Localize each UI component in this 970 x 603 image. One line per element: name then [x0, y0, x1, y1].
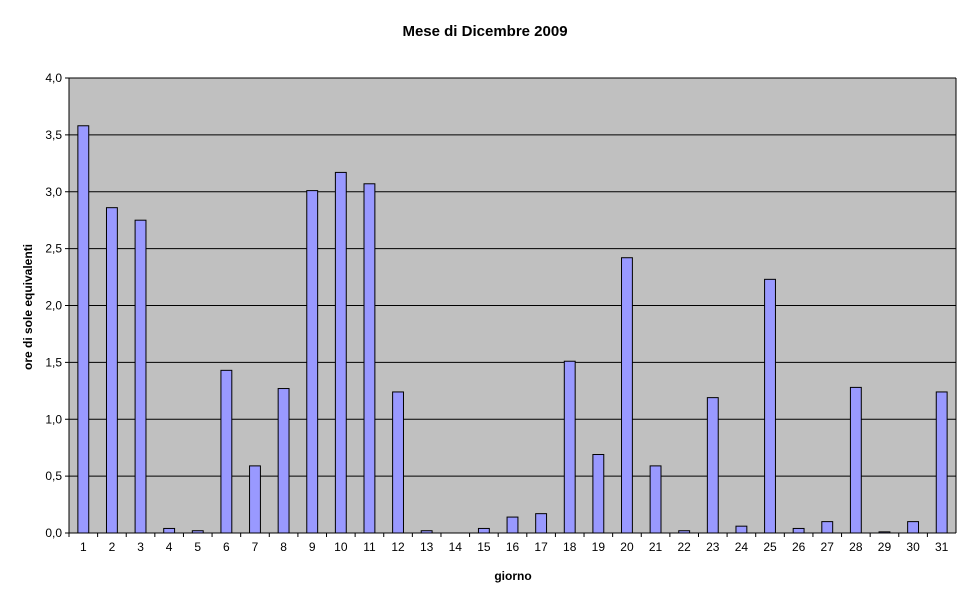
bar-day-18	[563, 360, 576, 534]
bar-day-12	[392, 391, 404, 534]
x-tick-label: 30	[906, 540, 920, 554]
y-tick-label: 2,5	[45, 242, 62, 256]
x-tick-label: 20	[620, 540, 634, 554]
bar-day-9	[306, 190, 319, 534]
x-tick-label: 19	[592, 540, 606, 554]
x-tick-label: 13	[420, 540, 434, 554]
x-tick-label: 1	[80, 540, 87, 554]
gridlines	[69, 77, 956, 477]
x-tick-label: 18	[563, 540, 577, 554]
y-tick-labels: 0,0 0,5 1,0 1,5 2,0 2,5 3,0 3,5 4,0	[45, 71, 69, 540]
bar-day-23	[706, 397, 719, 534]
x-tick-label: 9	[309, 540, 316, 554]
bar-day-10	[334, 171, 347, 534]
x-tick-label: 7	[252, 540, 259, 554]
x-tick-label: 31	[935, 540, 949, 554]
x-tick-label: 16	[506, 540, 520, 554]
x-tick-label: 28	[849, 540, 863, 554]
bar-day-24	[735, 525, 748, 534]
x-tick-label: 6	[223, 540, 230, 554]
x-tick-label: 22	[677, 540, 691, 554]
chart-title: Mese di Dicembre 2009	[402, 23, 567, 40]
x-tick-label: 8	[280, 540, 287, 554]
bar-day-2	[105, 207, 118, 534]
x-tick-label: 27	[821, 540, 835, 554]
x-tick-label: 11	[363, 540, 376, 554]
x-tick-label: 10	[334, 540, 348, 554]
bar-day-1	[77, 125, 90, 534]
x-tick-label: 25	[763, 540, 777, 554]
x-tick-label: 14	[449, 540, 463, 554]
y-tick-label: 2,0	[45, 299, 62, 313]
bar-day-19	[592, 454, 605, 534]
x-tick-label: 23	[706, 540, 720, 554]
x-tick-label: 2	[109, 540, 116, 554]
x-tick-label: 17	[534, 540, 548, 554]
y-axis-label: ore di sole equivalenti	[21, 244, 35, 370]
bar-day-11	[363, 183, 376, 534]
bar-day-28	[849, 386, 862, 534]
x-tick-label: 29	[878, 540, 892, 554]
x-tick-label: 26	[792, 540, 806, 554]
bar-day-20	[621, 257, 633, 534]
bar-day-26	[792, 527, 805, 534]
x-tick-label: 3	[137, 540, 144, 554]
bar-day-8	[277, 388, 290, 534]
y-tick-label: 1,0	[45, 412, 62, 426]
x-tick-label: 5	[194, 540, 201, 554]
x-tick-label: 4	[166, 540, 173, 554]
x-axis-label: giorno	[494, 569, 531, 583]
x-tick-label: 15	[477, 540, 491, 554]
bar-day-27	[821, 521, 834, 534]
y-tick-label: 3,0	[45, 185, 62, 199]
bar-day-7	[249, 465, 261, 534]
bar-day-17	[535, 513, 548, 534]
x-tick-label: 24	[735, 540, 749, 554]
bar-day-4	[163, 527, 176, 534]
x-tick-label: 21	[649, 540, 663, 554]
bar-day-3	[134, 219, 147, 534]
bar-day-6	[220, 369, 233, 534]
bar-day-15	[477, 527, 490, 534]
x-tick-label: 12	[391, 540, 405, 554]
y-tick-label: 0,5	[45, 469, 62, 483]
bar-day-16	[506, 516, 519, 534]
y-tick-label: 1,5	[45, 355, 62, 369]
y-tick-label: 0,0	[45, 526, 62, 540]
y-tick-label: 3,5	[45, 128, 62, 142]
bar-day-21	[649, 465, 662, 534]
bar-day-31	[935, 391, 948, 534]
bar-day-30	[907, 521, 920, 534]
y-tick-label: 4,0	[45, 71, 62, 85]
bar-day-25	[764, 278, 776, 534]
x-tick-labels: 1 2 3 4 5 6 7 8 9 10 11 12 13 14 15 16 17 18 19 20 21 22 23 24 2…	[68, 533, 949, 554]
